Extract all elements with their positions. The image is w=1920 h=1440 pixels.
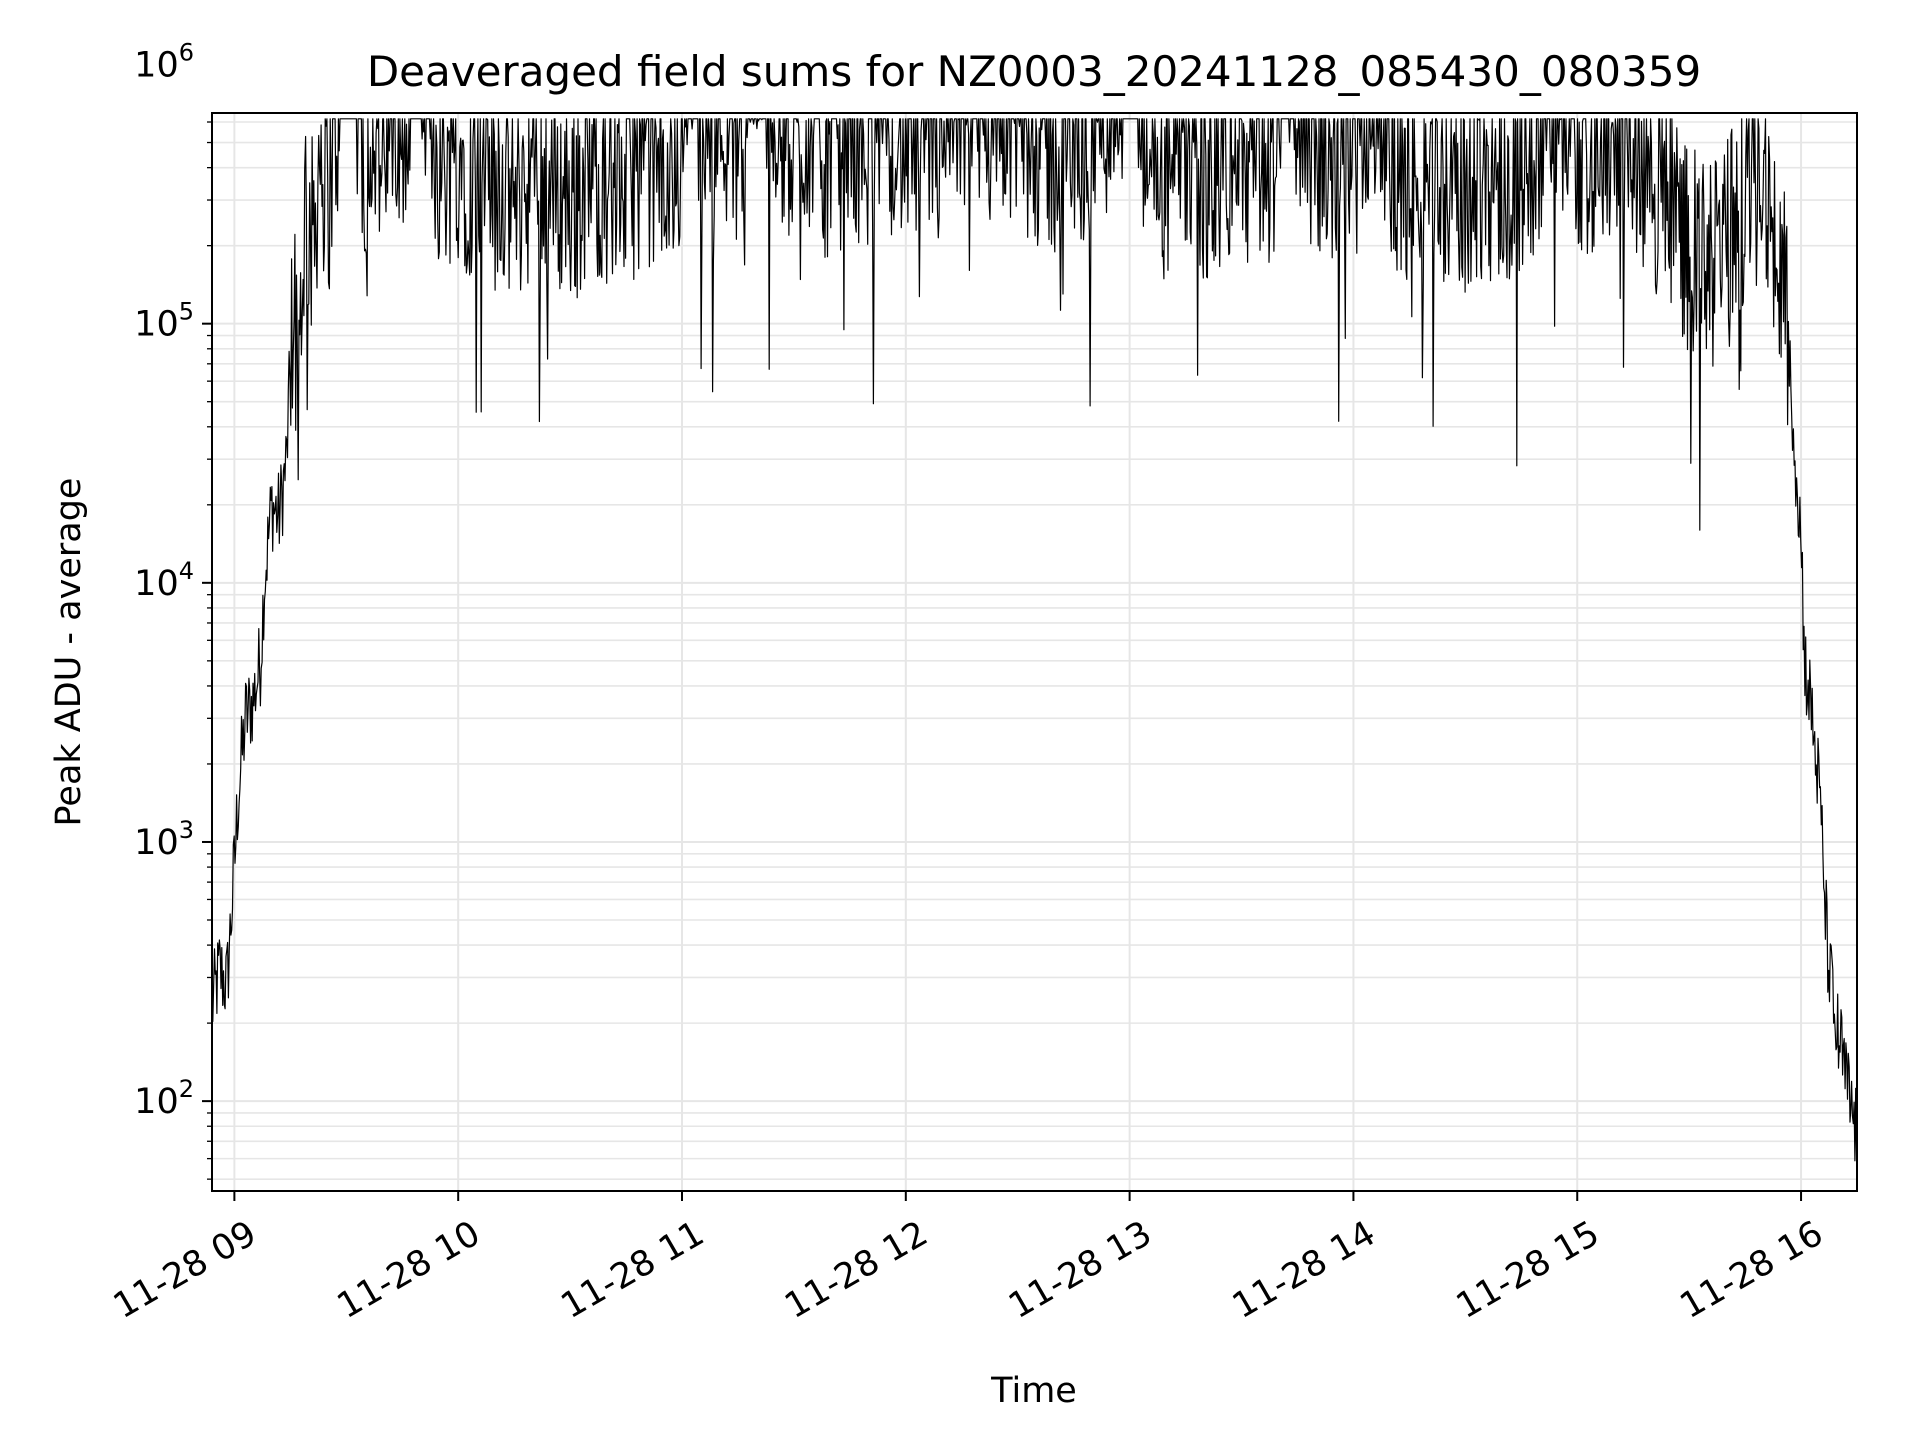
y-tick-label: 106 xyxy=(134,39,194,86)
x-axis-label: Time xyxy=(990,1371,1077,1411)
y-tick-label: 104 xyxy=(134,557,194,604)
series-line xyxy=(211,118,1858,1164)
plot-frame xyxy=(211,112,1858,1192)
chart-title: Deaveraged field sums for NZ0003_2024112… xyxy=(367,47,1701,96)
y-tick-label: 102 xyxy=(134,1075,194,1122)
y-tick-label: 105 xyxy=(134,298,194,345)
grid xyxy=(212,113,1857,1191)
y-tick-label: 103 xyxy=(134,816,194,863)
plot-area xyxy=(211,118,1858,1164)
y-axis-label: Peak ADU - average xyxy=(49,478,89,827)
